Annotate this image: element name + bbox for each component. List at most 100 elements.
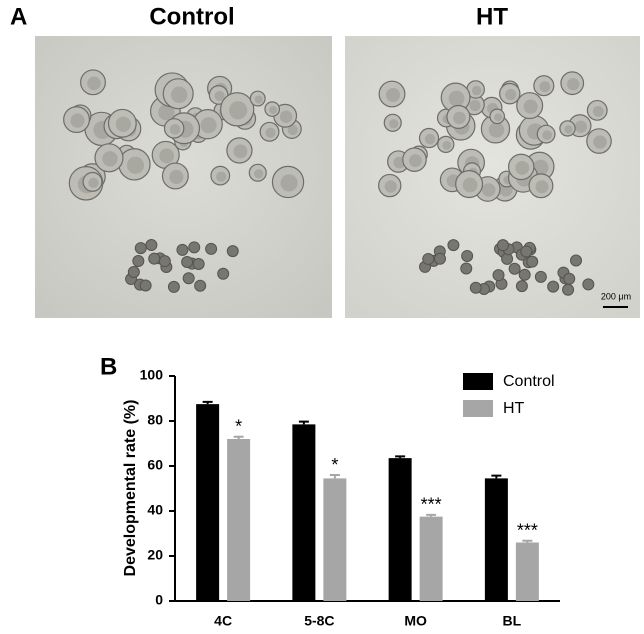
embryo-core <box>269 106 278 115</box>
embryo-core <box>265 127 276 138</box>
embryo-core <box>214 90 225 102</box>
oocyte <box>508 262 521 275</box>
oocyte <box>570 254 583 267</box>
bar <box>227 439 251 601</box>
embryo-core <box>216 171 227 182</box>
embryo-core <box>535 180 549 194</box>
y-tick-label: 0 <box>155 592 163 608</box>
oocyte <box>226 245 239 258</box>
scale-label: 200 μm <box>601 291 631 301</box>
oocyte <box>132 255 145 268</box>
oocyte <box>460 262 473 275</box>
embryo-core <box>462 177 478 193</box>
error-bar <box>329 474 340 479</box>
oocyte <box>127 266 140 279</box>
embryo-core <box>389 119 399 129</box>
embryo-core <box>115 116 131 132</box>
embryos <box>63 69 612 296</box>
oocyte <box>562 283 575 296</box>
oocyte <box>422 252 435 265</box>
embryo-core <box>564 125 573 134</box>
embryo-core <box>592 105 604 117</box>
embryo-core <box>254 95 263 104</box>
embryo-core <box>515 160 530 175</box>
oocyte <box>217 267 230 280</box>
oocyte <box>148 252 161 265</box>
oocyte <box>182 272 195 285</box>
embryo-core <box>385 87 401 103</box>
error-bar <box>395 455 406 459</box>
embryo-core <box>70 113 85 128</box>
embryo-core <box>229 101 248 120</box>
embryo-core <box>494 113 503 122</box>
embryo-core <box>523 99 538 114</box>
embryo-core <box>102 151 118 167</box>
error-bar <box>426 513 437 517</box>
oocyte <box>176 243 189 256</box>
oocyte <box>469 281 482 294</box>
bar <box>388 458 412 601</box>
embryo-core <box>233 144 248 159</box>
oocyte <box>192 257 205 270</box>
legend-label: Control <box>503 373 555 390</box>
embryo-core <box>574 120 587 133</box>
embryo-core <box>200 117 217 134</box>
oocyte <box>158 255 171 268</box>
bar <box>484 478 508 601</box>
embryo-core <box>287 124 298 136</box>
oocyte <box>194 279 207 292</box>
y-axis-title: Developmental rate (%) <box>122 400 139 577</box>
panel-label: A <box>10 3 27 30</box>
x-tick-label: MO <box>404 613 427 629</box>
legend-swatch <box>463 400 493 417</box>
significance: * <box>235 417 242 437</box>
panel-label: B <box>100 353 117 380</box>
embryo-core <box>126 156 145 174</box>
x-tick-label: 5-8C <box>304 613 334 629</box>
error-bar <box>491 474 502 479</box>
embryo-core <box>424 133 436 145</box>
oocyte <box>547 280 560 293</box>
embryo-core <box>88 177 99 189</box>
bar <box>419 516 443 601</box>
oocyte <box>563 272 576 285</box>
oocyte <box>205 242 218 255</box>
error-bar <box>202 400 213 405</box>
embryo-core <box>170 86 188 103</box>
embryo-core <box>567 77 580 91</box>
embryo-core <box>254 169 264 179</box>
embryo-core <box>593 135 607 149</box>
oocyte <box>501 252 514 265</box>
embryo-core <box>169 124 181 135</box>
embryo-core <box>442 140 452 150</box>
significance: *** <box>421 495 442 515</box>
embryo-core <box>488 122 505 138</box>
legend-swatch <box>463 373 493 390</box>
y-tick-label: 20 <box>147 547 163 563</box>
oocyte <box>582 278 595 291</box>
oocyte <box>139 279 152 292</box>
image-title: Control <box>149 3 234 30</box>
oocyte <box>188 241 201 254</box>
y-tick-label: 40 <box>147 502 163 518</box>
embryo-core <box>159 148 175 164</box>
x-tick-label: 4C <box>214 613 232 629</box>
oocyte <box>534 270 547 283</box>
legend-label: HT <box>503 400 525 417</box>
significance: * <box>331 455 338 475</box>
bar <box>292 424 316 601</box>
embryo-core <box>87 76 101 91</box>
embryo-core <box>505 89 517 101</box>
image-title: HT <box>476 3 508 30</box>
embryo-core <box>158 104 175 121</box>
embryo-core <box>453 111 466 125</box>
oocyte <box>520 245 533 258</box>
embryo-core <box>471 85 482 96</box>
oocyte <box>492 269 505 282</box>
embryo-core <box>409 154 422 168</box>
oocyte <box>515 280 528 293</box>
embryo-core <box>280 174 298 192</box>
error-bar <box>233 435 244 439</box>
oocyte <box>167 280 180 293</box>
